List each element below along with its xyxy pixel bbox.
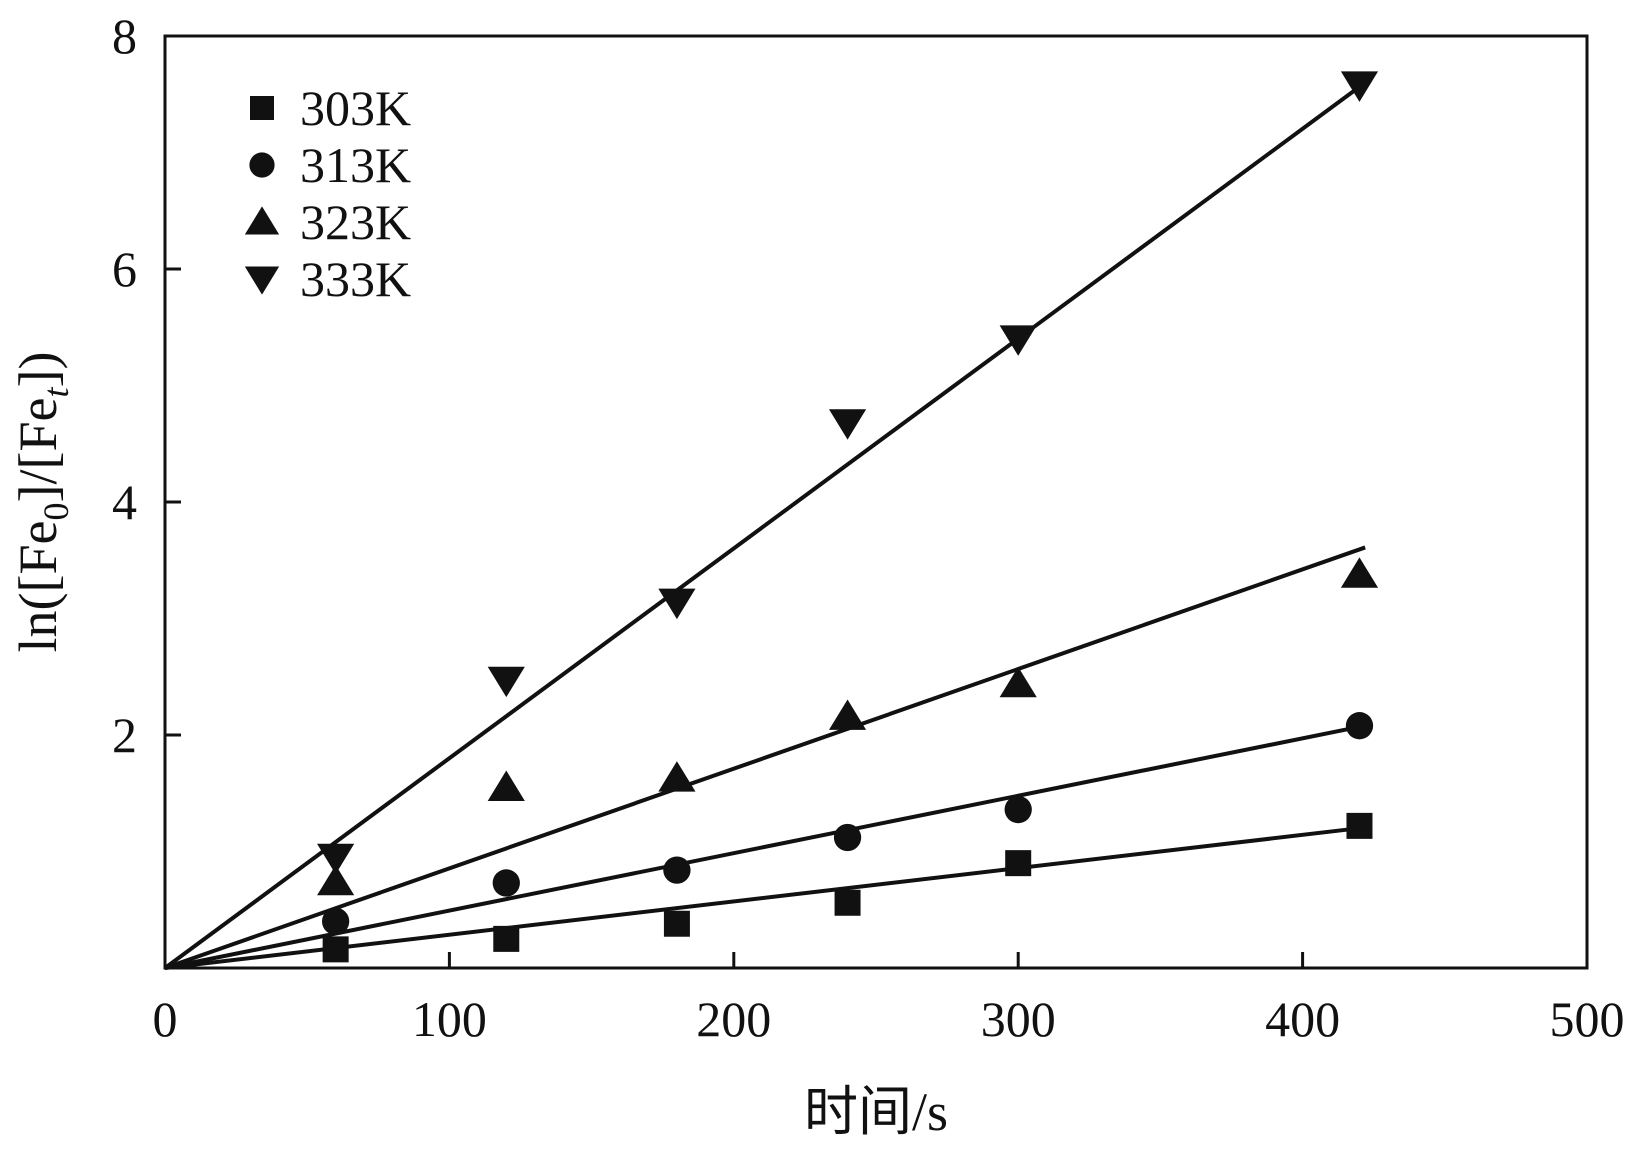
y-axis-title-suffix: ]) bbox=[8, 352, 68, 388]
data-markers bbox=[317, 71, 1379, 963]
y-axis-title-middle: ]/[Fe bbox=[8, 398, 68, 503]
point-303K-3 bbox=[834, 889, 861, 916]
legend-label-313K: 313K bbox=[300, 137, 411, 193]
point-313K-2 bbox=[663, 856, 691, 884]
y-axis-title: ln([Fe0]/[Fet]) bbox=[8, 352, 76, 653]
x-tick-label-0: 0 bbox=[153, 991, 178, 1047]
fit-line-303K bbox=[164, 826, 1360, 970]
y-tick-label-6: 6 bbox=[112, 241, 137, 297]
point-303K-1 bbox=[493, 925, 520, 952]
point-333K-0 bbox=[317, 843, 355, 875]
legend-marker-313K bbox=[249, 152, 275, 178]
point-333K-1 bbox=[487, 666, 525, 698]
point-313K-4 bbox=[1004, 795, 1032, 824]
legend-label-303K: 303K bbox=[300, 80, 411, 136]
legend-marker-333K bbox=[244, 266, 280, 295]
point-303K-4 bbox=[1005, 850, 1032, 877]
x-tick-label-300: 300 bbox=[981, 991, 1056, 1047]
point-313K-1 bbox=[492, 869, 520, 897]
point-313K-0 bbox=[321, 907, 350, 936]
legend-label-323K: 323K bbox=[300, 194, 411, 250]
x-tick-label-400: 400 bbox=[1265, 991, 1340, 1047]
legend-marker-303K bbox=[250, 96, 274, 120]
fit-line-333K bbox=[163, 80, 1367, 970]
point-303K-2 bbox=[663, 910, 690, 937]
point-313K-3 bbox=[833, 823, 862, 852]
legend-marker-323K bbox=[244, 206, 280, 235]
fit-lines bbox=[163, 80, 1367, 970]
y-axis-title-subt: t bbox=[36, 387, 76, 398]
point-323K-0 bbox=[317, 864, 355, 896]
point-323K-4 bbox=[999, 666, 1037, 698]
x-axis-ticks: 0 100 200 300 400 500 bbox=[153, 952, 1625, 1047]
x-axis-title: 时间/s bbox=[804, 1082, 948, 1142]
point-323K-1 bbox=[487, 770, 525, 801]
y-tick-label-4: 4 bbox=[112, 474, 137, 530]
x-tick-label-100: 100 bbox=[412, 991, 487, 1047]
point-303K-0 bbox=[322, 936, 349, 963]
fit-line-323K bbox=[164, 545, 1366, 970]
point-333K-2 bbox=[658, 588, 696, 620]
point-323K-3 bbox=[828, 699, 867, 730]
fit-line-313K bbox=[164, 724, 1360, 970]
point-323K-5 bbox=[1340, 557, 1379, 588]
y-tick-label-8: 8 bbox=[112, 8, 137, 64]
y-axis-ticks: 2 4 6 8 bbox=[112, 8, 181, 763]
point-333K-3 bbox=[828, 409, 867, 440]
point-303K-5 bbox=[1346, 812, 1373, 839]
point-313K-5 bbox=[1345, 712, 1374, 740]
x-tick-label-200: 200 bbox=[696, 991, 771, 1047]
y-axis-title-sub0: 0 bbox=[36, 502, 76, 520]
y-axis-title-prefix: ln([Fe bbox=[8, 520, 68, 652]
point-333K-5 bbox=[1340, 71, 1379, 102]
point-333K-4 bbox=[999, 325, 1037, 356]
x-tick-label-500: 500 bbox=[1550, 991, 1625, 1047]
y-tick-label-2: 2 bbox=[112, 707, 137, 763]
point-323K-2 bbox=[658, 761, 696, 792]
legend-label-333K: 333K bbox=[300, 251, 411, 307]
